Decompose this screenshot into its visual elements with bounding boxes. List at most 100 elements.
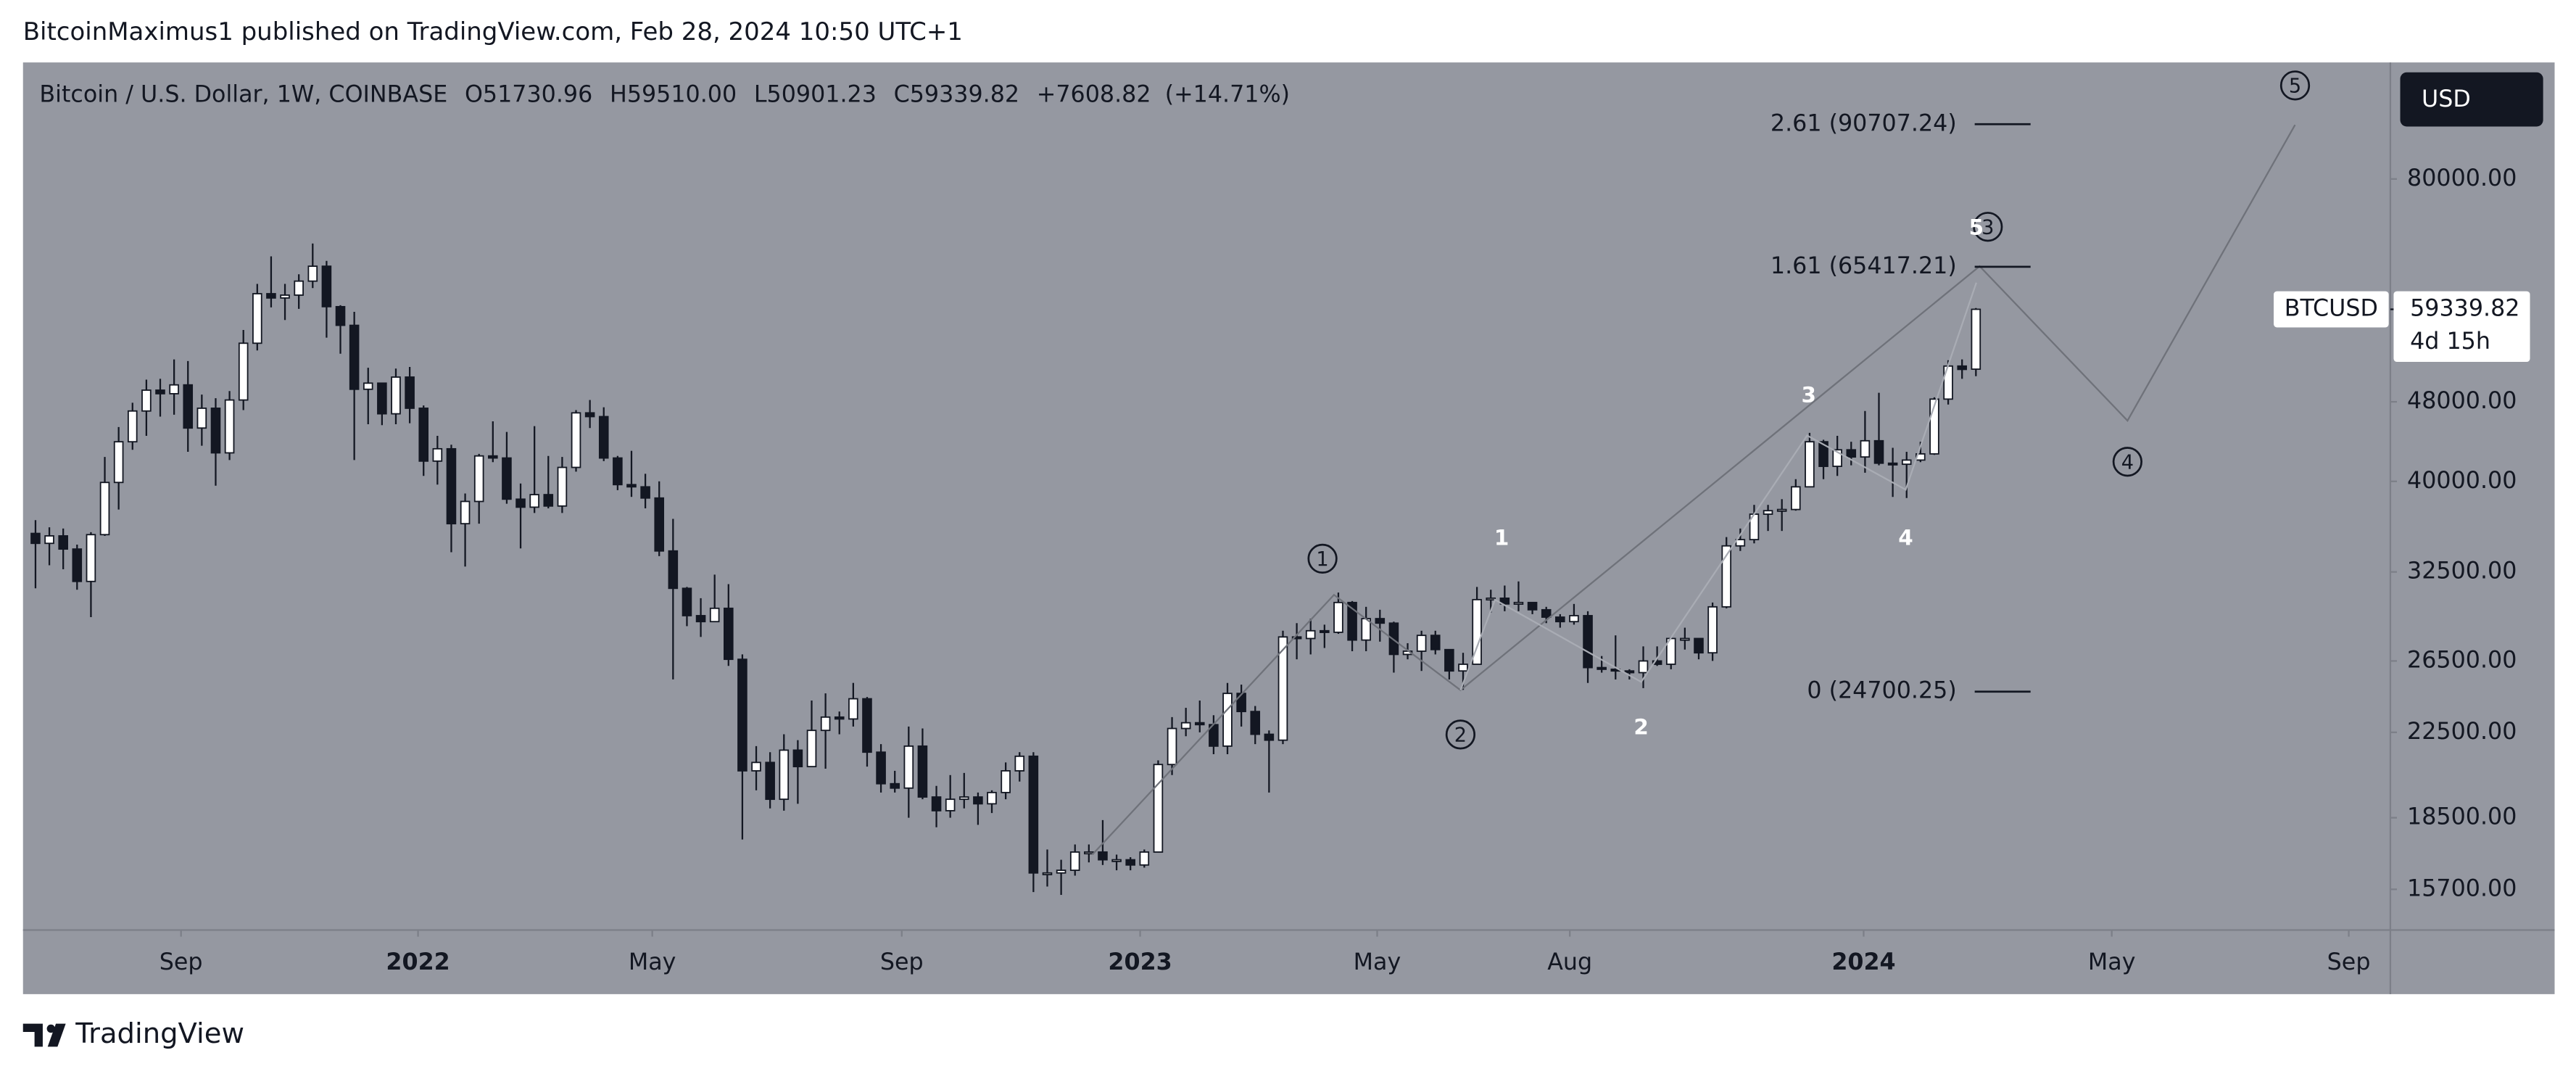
candle-body <box>1194 722 1205 726</box>
candle-body <box>1805 441 1815 488</box>
candle-body <box>1320 629 1330 633</box>
candle-body <box>958 796 969 801</box>
candle-body <box>349 324 360 390</box>
fib-label: 0 (24700.25) <box>1807 678 1956 704</box>
candle-body <box>391 376 401 415</box>
y-tick-label: 80000.00 <box>2407 165 2517 191</box>
candle-body <box>44 535 54 545</box>
candle-body <box>806 730 817 768</box>
x-tick-label: 2022 <box>386 949 450 975</box>
candle-body <box>1084 851 1094 855</box>
candle-body <box>1929 398 1939 455</box>
candle-body <box>751 761 761 772</box>
currency-button[interactable] <box>2400 72 2543 127</box>
candle-body <box>1056 869 1067 874</box>
x-tick-label: May <box>1354 949 1401 975</box>
candle-body <box>1264 733 1275 741</box>
subwave-label: 3 <box>1802 383 1816 408</box>
candle-body <box>1624 670 1635 674</box>
candle-body <box>917 745 928 798</box>
subwave-label: 5 <box>1969 215 1984 239</box>
candle-body <box>1638 660 1649 674</box>
candle-body <box>765 761 775 801</box>
candle-body <box>1305 629 1316 640</box>
candle-body <box>266 293 276 299</box>
candle-body <box>529 494 539 508</box>
candle-body <box>113 441 124 484</box>
candle-body <box>294 280 304 296</box>
candle-body <box>335 305 346 326</box>
ohlc-value: 59339.82 <box>910 81 1019 107</box>
candle-body <box>418 408 429 462</box>
candle-body <box>724 607 734 661</box>
logo-icon <box>22 1023 66 1047</box>
candle-body <box>1028 755 1039 874</box>
candle-body <box>613 457 623 486</box>
candle-body <box>1832 449 1842 467</box>
price-tag-box <box>2393 291 2530 363</box>
candle-body <box>1458 664 1468 672</box>
candle-body <box>1971 308 1981 370</box>
candle-body <box>1901 459 1912 466</box>
candle-body <box>1042 872 1053 875</box>
x-tick-label: 2023 <box>1108 949 1172 975</box>
change-percent: (+14.71%) <box>1165 81 1290 107</box>
candle-body <box>1527 601 1538 611</box>
candle-body <box>1153 764 1164 853</box>
wave-line <box>1092 124 2296 856</box>
candle-body <box>169 384 179 395</box>
fib-label: 2.61 (90707.24) <box>1771 110 1957 136</box>
candle-body <box>626 484 637 488</box>
candle-body <box>196 408 207 429</box>
candle-body <box>1513 601 1524 605</box>
x-tick-label: May <box>629 949 676 975</box>
wave-label: 1 <box>1316 548 1328 571</box>
candle-body <box>792 749 803 768</box>
y-tick-label: 32500.00 <box>2407 558 2517 584</box>
wave-label: 3 <box>1981 216 1994 239</box>
candle-body <box>1250 711 1261 735</box>
y-tick-label: 15700.00 <box>2407 875 2517 901</box>
ohlc-value: 51730.96 <box>483 81 592 107</box>
candle-body <box>640 486 650 499</box>
candle-body <box>709 607 720 623</box>
published-line: BitcoinMaximus1 published on TradingView… <box>23 17 963 46</box>
candle-body <box>224 399 235 454</box>
ohlc-key: C <box>894 81 910 107</box>
candle-body <box>1791 486 1801 511</box>
candle-body <box>571 412 581 468</box>
candle-body <box>86 534 96 582</box>
candle-body <box>488 455 498 459</box>
candle-body <box>252 293 262 344</box>
candle-body <box>363 382 373 390</box>
candle-body <box>473 455 484 503</box>
candle-body <box>1180 722 1191 730</box>
subwave-line <box>1459 282 1977 691</box>
price-tag-name-box <box>2274 291 2389 328</box>
currency-label[interactable]: USD <box>2422 86 2471 112</box>
wave-label: 4 <box>2121 451 2134 474</box>
wave-circle <box>1973 212 2003 242</box>
candle-body <box>1347 601 1357 641</box>
ohlc-key: O <box>465 81 483 107</box>
candle-body <box>931 796 942 811</box>
candle-body <box>280 294 290 299</box>
change: +7608.82 <box>1037 81 1151 107</box>
candle-body <box>1069 851 1080 871</box>
candle-body <box>682 587 692 616</box>
candle-body <box>1846 449 1857 458</box>
candle-body <box>183 384 194 429</box>
candle-body <box>127 410 138 443</box>
candle-body <box>668 550 679 590</box>
wave-label: 5 <box>2289 75 2301 98</box>
candle-body <box>779 749 790 801</box>
candle-body <box>1707 606 1718 654</box>
candle-body <box>1887 462 1898 466</box>
candle-body <box>987 791 997 805</box>
plot-area <box>30 124 2296 896</box>
candle-body <box>1499 597 1510 605</box>
subwave-label: 2 <box>1633 714 1648 739</box>
candle-body <box>1818 441 1829 467</box>
wave-label: 2 <box>1454 724 1467 747</box>
